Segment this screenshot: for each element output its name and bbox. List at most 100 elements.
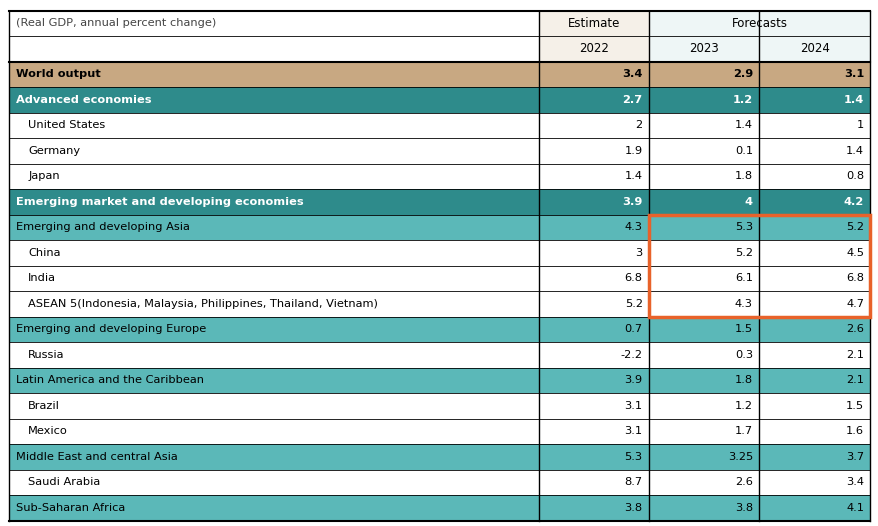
Text: 4.1: 4.1 — [846, 503, 863, 513]
Bar — [9, 113, 538, 138]
Bar — [648, 215, 759, 240]
Bar — [9, 470, 538, 495]
Text: 2.6: 2.6 — [846, 325, 863, 335]
Text: (Real GDP, annual percent change): (Real GDP, annual percent change) — [16, 18, 216, 28]
Text: World output: World output — [16, 69, 100, 79]
Bar — [538, 470, 648, 495]
Bar — [759, 62, 869, 87]
Text: Advanced economies: Advanced economies — [16, 95, 151, 105]
Bar — [538, 368, 648, 393]
Bar — [759, 87, 869, 113]
Text: 8.7: 8.7 — [624, 478, 642, 488]
Text: 6.1: 6.1 — [734, 274, 752, 284]
Bar — [648, 342, 759, 368]
Bar — [648, 495, 759, 521]
Bar — [648, 470, 759, 495]
Bar — [759, 495, 869, 521]
Bar — [648, 215, 869, 317]
Text: 3: 3 — [635, 248, 642, 258]
Text: 3.1: 3.1 — [843, 69, 863, 79]
Text: 4.3: 4.3 — [624, 222, 642, 232]
Text: 0.8: 0.8 — [845, 171, 863, 181]
Text: 1.8: 1.8 — [734, 376, 752, 386]
Bar — [538, 240, 648, 266]
Bar — [538, 11, 648, 36]
Text: Mexico: Mexico — [28, 427, 68, 437]
Bar — [759, 342, 869, 368]
Bar — [648, 368, 759, 393]
Text: 2.6: 2.6 — [734, 478, 752, 488]
Bar — [759, 444, 869, 470]
Text: Emerging market and developing economies: Emerging market and developing economies — [16, 197, 303, 207]
Bar — [538, 62, 648, 87]
Text: 1.5: 1.5 — [734, 325, 752, 335]
Text: 4: 4 — [744, 197, 752, 207]
Bar — [9, 393, 538, 419]
Text: 5.3: 5.3 — [624, 452, 642, 462]
Text: 5.2: 5.2 — [624, 299, 642, 309]
Text: 5.3: 5.3 — [734, 222, 752, 232]
Text: 1.9: 1.9 — [624, 146, 642, 156]
Bar — [9, 444, 538, 470]
Text: 4.5: 4.5 — [846, 248, 863, 258]
Text: 0.1: 0.1 — [734, 146, 752, 156]
Text: 1.4: 1.4 — [846, 146, 863, 156]
Bar — [759, 164, 869, 189]
Bar — [648, 87, 759, 113]
Text: 4.2: 4.2 — [843, 197, 863, 207]
Bar — [538, 36, 648, 62]
Bar — [9, 240, 538, 266]
Text: 1.7: 1.7 — [734, 427, 752, 437]
Text: 1.4: 1.4 — [843, 95, 863, 105]
Bar — [9, 36, 538, 62]
Text: 5.2: 5.2 — [734, 248, 752, 258]
Text: 5.2: 5.2 — [846, 222, 863, 232]
Text: Russia: Russia — [28, 350, 65, 360]
Bar — [9, 189, 538, 215]
Bar — [538, 393, 648, 419]
Bar — [648, 317, 759, 342]
Bar — [9, 317, 538, 342]
Text: 0.3: 0.3 — [734, 350, 752, 360]
Bar — [648, 62, 759, 87]
Text: 6.8: 6.8 — [624, 274, 642, 284]
Text: Middle East and central Asia: Middle East and central Asia — [16, 452, 177, 462]
Text: 2.9: 2.9 — [732, 69, 752, 79]
Text: Estimate: Estimate — [567, 17, 619, 30]
Bar — [759, 240, 869, 266]
Bar — [648, 113, 759, 138]
Text: 4.7: 4.7 — [846, 299, 863, 309]
Bar — [538, 164, 648, 189]
Text: -2.2: -2.2 — [620, 350, 642, 360]
Bar — [759, 470, 869, 495]
Text: India: India — [28, 274, 56, 284]
Text: 3.25: 3.25 — [727, 452, 752, 462]
Text: Saudi Arabia: Saudi Arabia — [28, 478, 100, 488]
Bar — [9, 11, 538, 36]
Bar — [9, 138, 538, 164]
Text: 2022: 2022 — [578, 42, 608, 55]
Text: Brazil: Brazil — [28, 401, 60, 411]
Text: 2.1: 2.1 — [846, 376, 863, 386]
Bar — [9, 291, 538, 317]
Bar — [9, 342, 538, 368]
Bar — [538, 419, 648, 444]
Text: 3.9: 3.9 — [624, 376, 642, 386]
Text: 1.4: 1.4 — [624, 171, 642, 181]
Text: 1.2: 1.2 — [732, 95, 752, 105]
Bar — [759, 36, 869, 62]
Bar — [648, 138, 759, 164]
Bar — [538, 215, 648, 240]
Bar — [538, 495, 648, 521]
Text: 3.9: 3.9 — [622, 197, 642, 207]
Text: 1.2: 1.2 — [734, 401, 752, 411]
Text: 1.8: 1.8 — [734, 171, 752, 181]
Bar — [759, 393, 869, 419]
Bar — [759, 113, 869, 138]
Bar — [538, 189, 648, 215]
Text: 3.1: 3.1 — [624, 401, 642, 411]
Text: Japan: Japan — [28, 171, 60, 181]
Bar — [9, 164, 538, 189]
Text: 1: 1 — [856, 120, 863, 130]
Bar — [759, 419, 869, 444]
